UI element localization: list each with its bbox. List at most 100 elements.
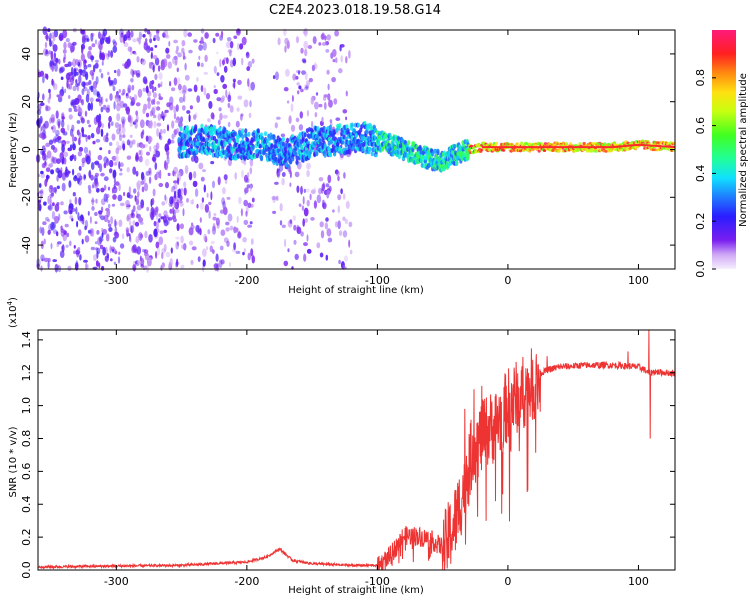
noise-speckle	[164, 109, 169, 113]
noise-speckle	[91, 206, 95, 211]
noise-speckle	[131, 84, 135, 91]
noise-speckle	[300, 231, 304, 237]
noise-speckle	[173, 201, 177, 208]
noise-speckle	[155, 251, 158, 259]
noise-speckle	[60, 201, 64, 206]
noise-speckle	[106, 253, 110, 259]
noise-speckle	[220, 259, 225, 265]
y-tick-label: 1.2	[20, 364, 33, 382]
noise-speckle	[83, 259, 88, 263]
noise-speckle	[64, 223, 69, 228]
ridge-cell	[258, 143, 262, 149]
noise-speckle	[59, 250, 65, 258]
noise-speckle	[133, 52, 137, 56]
noise-speckle	[132, 38, 137, 43]
noise-speckle	[123, 42, 129, 48]
noise-speckle	[296, 185, 300, 193]
noise-speckle	[305, 188, 310, 193]
noise-speckle	[159, 230, 164, 235]
noise-speckle	[197, 225, 200, 235]
noise-speckle	[174, 209, 180, 213]
noise-speckle	[154, 162, 158, 171]
noise-speckle	[203, 87, 207, 96]
noise-speckle	[96, 91, 100, 96]
ridge-cell	[641, 139, 645, 143]
noise-speckle	[48, 50, 52, 55]
noise-speckle	[45, 105, 51, 112]
noise-speckle	[226, 196, 231, 200]
ridge-cell	[347, 149, 351, 155]
ridge-cell	[436, 148, 440, 154]
noise-speckle	[118, 123, 122, 131]
noise-speckle	[136, 72, 141, 78]
noise-speckle	[116, 98, 121, 106]
snr-panel: -300 -200 -100 0 100 0.0 0.2 0.4 0.6 0.8 1.0 1.2 1.…	[6, 297, 676, 596]
noise-speckle	[198, 162, 204, 170]
noise-speckle	[59, 156, 65, 164]
noise-speckle	[213, 263, 219, 269]
noise-speckle	[225, 89, 228, 98]
noise-speckle	[68, 83, 73, 90]
noise-speckle	[96, 247, 101, 255]
noise-speckle	[112, 86, 116, 92]
noise-speckle	[249, 167, 253, 175]
ridge-cell	[200, 123, 204, 129]
noise-speckle	[93, 254, 97, 262]
noise-speckle	[118, 129, 122, 138]
ridge-cell	[494, 141, 498, 145]
noise-speckle	[325, 49, 330, 53]
noise-speckle	[189, 240, 194, 246]
noise-speckle	[153, 220, 157, 227]
noise-speckle	[177, 188, 182, 197]
noise-speckle	[103, 162, 107, 169]
noise-speckle	[90, 32, 94, 42]
noise-speckle	[318, 103, 323, 108]
noise-speckle	[176, 67, 179, 73]
snr-scale-label: (x104)	[6, 297, 19, 328]
noise-speckle	[146, 151, 150, 156]
noise-speckle	[182, 84, 187, 93]
noise-speckle	[81, 126, 85, 134]
noise-speckle	[228, 261, 232, 268]
noise-speckle	[144, 79, 148, 85]
noise-speckle	[94, 160, 100, 166]
noise-speckle	[137, 88, 143, 98]
noise-speckle	[83, 81, 86, 90]
noise-speckle	[140, 171, 145, 181]
noise-speckle	[173, 39, 179, 44]
noise-speckle	[151, 197, 155, 206]
noise-speckle	[134, 119, 138, 123]
noise-speckle	[348, 50, 351, 59]
noise-speckle	[118, 134, 123, 142]
noise-speckle	[213, 88, 218, 95]
noise-speckle	[83, 31, 86, 39]
noise-speckle	[342, 216, 346, 221]
noise-speckle	[332, 209, 335, 213]
noise-speckle	[67, 124, 70, 132]
noise-speckle	[158, 218, 161, 223]
noise-speckle	[127, 46, 132, 52]
noise-speckle	[79, 254, 82, 261]
noise-speckle	[118, 161, 121, 170]
noise-speckle	[129, 95, 132, 100]
noise-speckle	[237, 95, 243, 100]
noise-speckle	[348, 239, 351, 248]
noise-speckle	[83, 64, 88, 70]
noise-speckle	[222, 187, 226, 195]
noise-speckle	[75, 79, 78, 84]
noise-speckle	[272, 75, 276, 80]
noise-speckle	[117, 256, 121, 264]
noise-speckle	[138, 37, 141, 45]
noise-speckle	[223, 174, 228, 181]
noise-speckle	[94, 212, 98, 216]
noise-speckle	[79, 69, 83, 76]
noise-speckle	[113, 101, 116, 110]
noise-speckle	[243, 99, 249, 108]
noise-speckle	[302, 196, 305, 205]
ridge-cell	[582, 142, 586, 146]
colorbar: 0.0 0.2 0.4 0.6 0.8 Normalized spectral ampl…	[694, 30, 749, 278]
noise-speckle	[305, 85, 309, 89]
noise-speckle	[100, 128, 104, 137]
noise-speckle	[153, 37, 156, 42]
noise-speckle	[164, 143, 170, 153]
